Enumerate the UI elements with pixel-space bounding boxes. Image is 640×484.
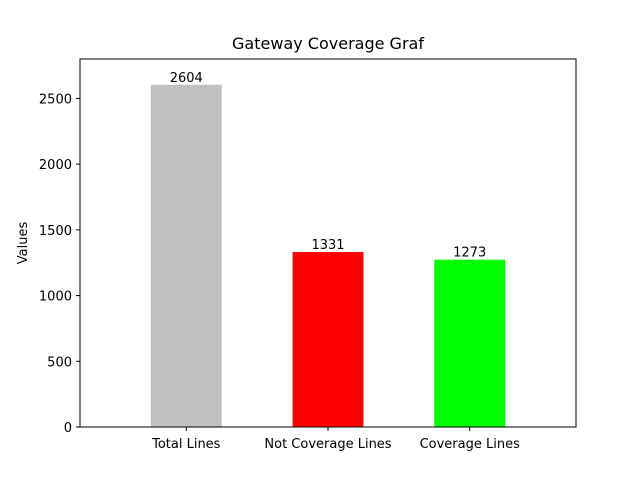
- x-tick-label: Not Coverage Lines: [264, 437, 391, 452]
- y-axis-label: Values: [16, 222, 31, 265]
- data-label-coverage-lines: 1273: [453, 246, 486, 261]
- data-labels-group: 2604 1331 1273: [170, 71, 487, 261]
- bars-group: [150, 84, 506, 427]
- plot-area-frame: [79, 58, 577, 428]
- chart-title: Gateway Coverage Graf: [232, 34, 424, 53]
- data-label-total-lines: 2604: [170, 71, 203, 86]
- bar-total-lines: [150, 84, 222, 427]
- y-tick-label: 2500: [39, 92, 72, 107]
- y-tick-label: 500: [47, 355, 72, 370]
- x-tick-label: Total Lines: [151, 437, 221, 452]
- x-axis-ticks: Total Lines Not Coverage Lines Coverage Li…: [151, 427, 520, 452]
- x-tick-label: Coverage Lines: [420, 437, 521, 452]
- y-tick-label: 1500: [39, 224, 72, 239]
- y-tick-label: 1000: [39, 290, 72, 305]
- bar-coverage-lines: [434, 259, 506, 427]
- y-tick-label: 2000: [39, 158, 72, 173]
- y-tick-label: 0: [64, 421, 72, 436]
- data-label-not-coverage-lines: 1331: [311, 238, 344, 253]
- y-axis-ticks: 0 500 1000 1500 2000 2500: [39, 92, 80, 436]
- bar-not-coverage-lines: [292, 252, 364, 427]
